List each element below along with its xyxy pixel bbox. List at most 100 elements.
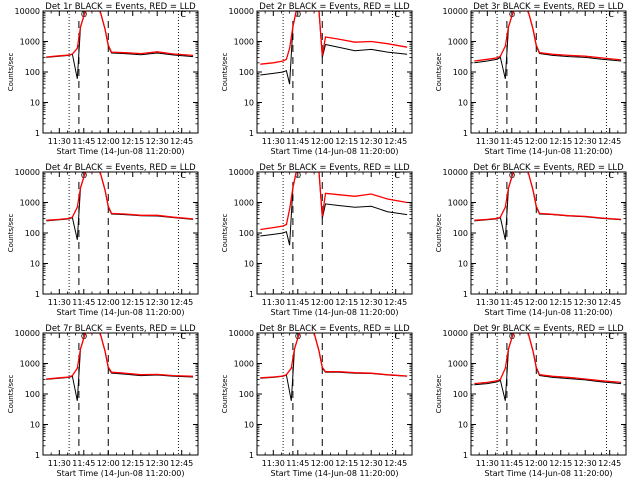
y-tick-label: 1000 bbox=[448, 199, 468, 208]
y-axis-label: Counts/sec bbox=[435, 375, 443, 414]
x-tick-label: 12:15 bbox=[121, 298, 144, 307]
chart-title: Det 7r BLACK = Events, RED = LLD bbox=[45, 324, 196, 334]
events-series-line bbox=[260, 333, 408, 401]
x-axis-label: Start Time (14-Jun-08 11:20:00) bbox=[485, 308, 613, 317]
x-tick-label: 12:00 bbox=[97, 459, 120, 468]
x-tick-label: 12:45 bbox=[384, 137, 407, 146]
x-tick-label: 11:45 bbox=[500, 137, 523, 146]
y-tick-label: 10000 bbox=[229, 7, 254, 16]
plot-frame bbox=[256, 10, 413, 134]
y-tick-label: 10000 bbox=[443, 168, 468, 177]
plot-frame bbox=[470, 10, 627, 134]
y-tick-label: 10000 bbox=[15, 329, 40, 338]
y-tick-label: 1000 bbox=[20, 199, 40, 208]
chart-title: Det 1r BLACK = Events, RED = LLD bbox=[45, 2, 196, 12]
x-tick-label: 12:30 bbox=[146, 137, 169, 146]
y-tick-label: 1 bbox=[35, 129, 40, 138]
x-tick-label: 12:45 bbox=[384, 298, 407, 307]
x-tick-label: 11:45 bbox=[72, 459, 95, 468]
event-marker-c: C bbox=[394, 332, 400, 341]
y-tick-label: 1000 bbox=[448, 38, 468, 47]
plot-frame bbox=[256, 171, 413, 295]
y-axis-label: Counts/sec bbox=[221, 375, 229, 414]
x-tick-label: 11:30 bbox=[476, 459, 499, 468]
x-tick-label: 11:30 bbox=[262, 298, 285, 307]
events-series-line bbox=[260, 172, 408, 246]
y-tick-label: 10000 bbox=[229, 168, 254, 177]
chart-title: Det 6r BLACK = Events, RED = LLD bbox=[473, 163, 624, 173]
detector-chart-3: Det 3r BLACK = Events, RED = LLD 1 10 100 10… bbox=[435, 2, 627, 156]
event-marker-c: C bbox=[608, 332, 614, 341]
y-tick-label: 1 bbox=[463, 451, 468, 460]
x-tick-label: 12:30 bbox=[146, 298, 169, 307]
y-tick-label: 1000 bbox=[448, 360, 468, 369]
detector-chart-1: Det 1r BLACK = Events, RED = LLD 1 10 100 10… bbox=[7, 2, 199, 156]
y-tick-label: 1 bbox=[463, 129, 468, 138]
y-tick-label: 10 bbox=[244, 99, 254, 108]
y-tick-label: 10000 bbox=[15, 7, 40, 16]
y-tick-label: 1000 bbox=[234, 38, 254, 47]
x-tick-label: 11:45 bbox=[286, 137, 309, 146]
y-tick-label: 1000 bbox=[20, 360, 40, 369]
y-tick-label: 100 bbox=[453, 68, 468, 77]
chart-title: Det 9r BLACK = Events, RED = LLD bbox=[473, 324, 624, 334]
chart-title: Det 4r BLACK = Events, RED = LLD bbox=[45, 163, 196, 173]
y-tick-label: 1 bbox=[249, 129, 254, 138]
y-tick-label: 100 bbox=[239, 390, 254, 399]
x-tick-label: 11:30 bbox=[48, 298, 71, 307]
y-tick-label: 10 bbox=[458, 260, 468, 269]
x-tick-label: 11:45 bbox=[286, 298, 309, 307]
x-tick-label: 11:30 bbox=[262, 459, 285, 468]
x-tick-label: 12:45 bbox=[170, 137, 193, 146]
x-tick-label: 12:45 bbox=[598, 298, 621, 307]
detector-chart-2: Det 2r BLACK = Events, RED = LLD 1 10 100 10… bbox=[221, 2, 413, 156]
y-axis-label: Counts/sec bbox=[221, 214, 229, 253]
x-tick-label: 12:15 bbox=[121, 459, 144, 468]
y-axis-label: Counts/sec bbox=[7, 214, 15, 253]
x-axis-label: Start Time (14-Jun-08 11:20:00) bbox=[57, 469, 185, 478]
lld-series-line bbox=[46, 172, 194, 221]
x-axis-label: Start Time (14-Jun-08 11:20:00) bbox=[57, 308, 185, 317]
event-marker-o: O bbox=[295, 171, 301, 180]
x-tick-label: 12:30 bbox=[574, 298, 597, 307]
plot-frame bbox=[42, 171, 199, 295]
plot-frame bbox=[42, 332, 199, 456]
y-tick-label: 100 bbox=[25, 229, 40, 238]
y-tick-label: 1000 bbox=[234, 199, 254, 208]
detector-chart-9: Det 9r BLACK = Events, RED = LLD 1 10 100 10… bbox=[435, 324, 627, 478]
plot-frame bbox=[42, 10, 199, 134]
detector-chart-4: Det 4r BLACK = Events, RED = LLD 1 10 100 10… bbox=[7, 163, 199, 317]
lld-series-line bbox=[474, 172, 622, 221]
detector-chart-8: Det 8r BLACK = Events, RED = LLD 1 10 100 10… bbox=[221, 324, 413, 478]
y-axis-label: Counts/sec bbox=[7, 375, 15, 414]
y-tick-label: 1 bbox=[35, 451, 40, 460]
x-tick-label: 11:45 bbox=[500, 459, 523, 468]
y-axis-label: Counts/sec bbox=[221, 53, 229, 92]
x-axis-label: Start Time (14-Jun-08 11:20:00) bbox=[485, 147, 613, 156]
x-tick-label: 12:15 bbox=[549, 459, 572, 468]
x-tick-label: 12:15 bbox=[121, 137, 144, 146]
x-tick-label: 12:00 bbox=[311, 298, 334, 307]
x-tick-label: 11:30 bbox=[48, 137, 71, 146]
x-tick-label: 11:45 bbox=[72, 137, 95, 146]
y-tick-label: 10 bbox=[458, 421, 468, 430]
x-tick-label: 12:00 bbox=[311, 137, 334, 146]
x-tick-label: 12:45 bbox=[598, 137, 621, 146]
y-tick-label: 10000 bbox=[443, 329, 468, 338]
events-series-line bbox=[260, 11, 408, 85]
x-tick-label: 12:15 bbox=[549, 298, 572, 307]
x-tick-label: 11:45 bbox=[286, 459, 309, 468]
x-axis-label: Start Time (14-Jun-08 11:20:00) bbox=[57, 147, 185, 156]
y-axis-label: Counts/sec bbox=[7, 53, 15, 92]
detector-chart-5: Det 5r BLACK = Events, RED = LLD 1 10 100 10… bbox=[221, 163, 413, 317]
x-tick-label: 12:30 bbox=[146, 459, 169, 468]
x-tick-label: 12:00 bbox=[97, 298, 120, 307]
y-tick-label: 10 bbox=[30, 260, 40, 269]
chart-title: Det 3r BLACK = Events, RED = LLD bbox=[473, 2, 624, 12]
chart-title: Det 5r BLACK = Events, RED = LLD bbox=[259, 163, 410, 173]
x-tick-label: 12:30 bbox=[360, 298, 383, 307]
y-tick-label: 100 bbox=[239, 68, 254, 77]
lld-series-line bbox=[46, 333, 194, 380]
events-series-line bbox=[46, 333, 194, 401]
y-tick-label: 10 bbox=[30, 99, 40, 108]
